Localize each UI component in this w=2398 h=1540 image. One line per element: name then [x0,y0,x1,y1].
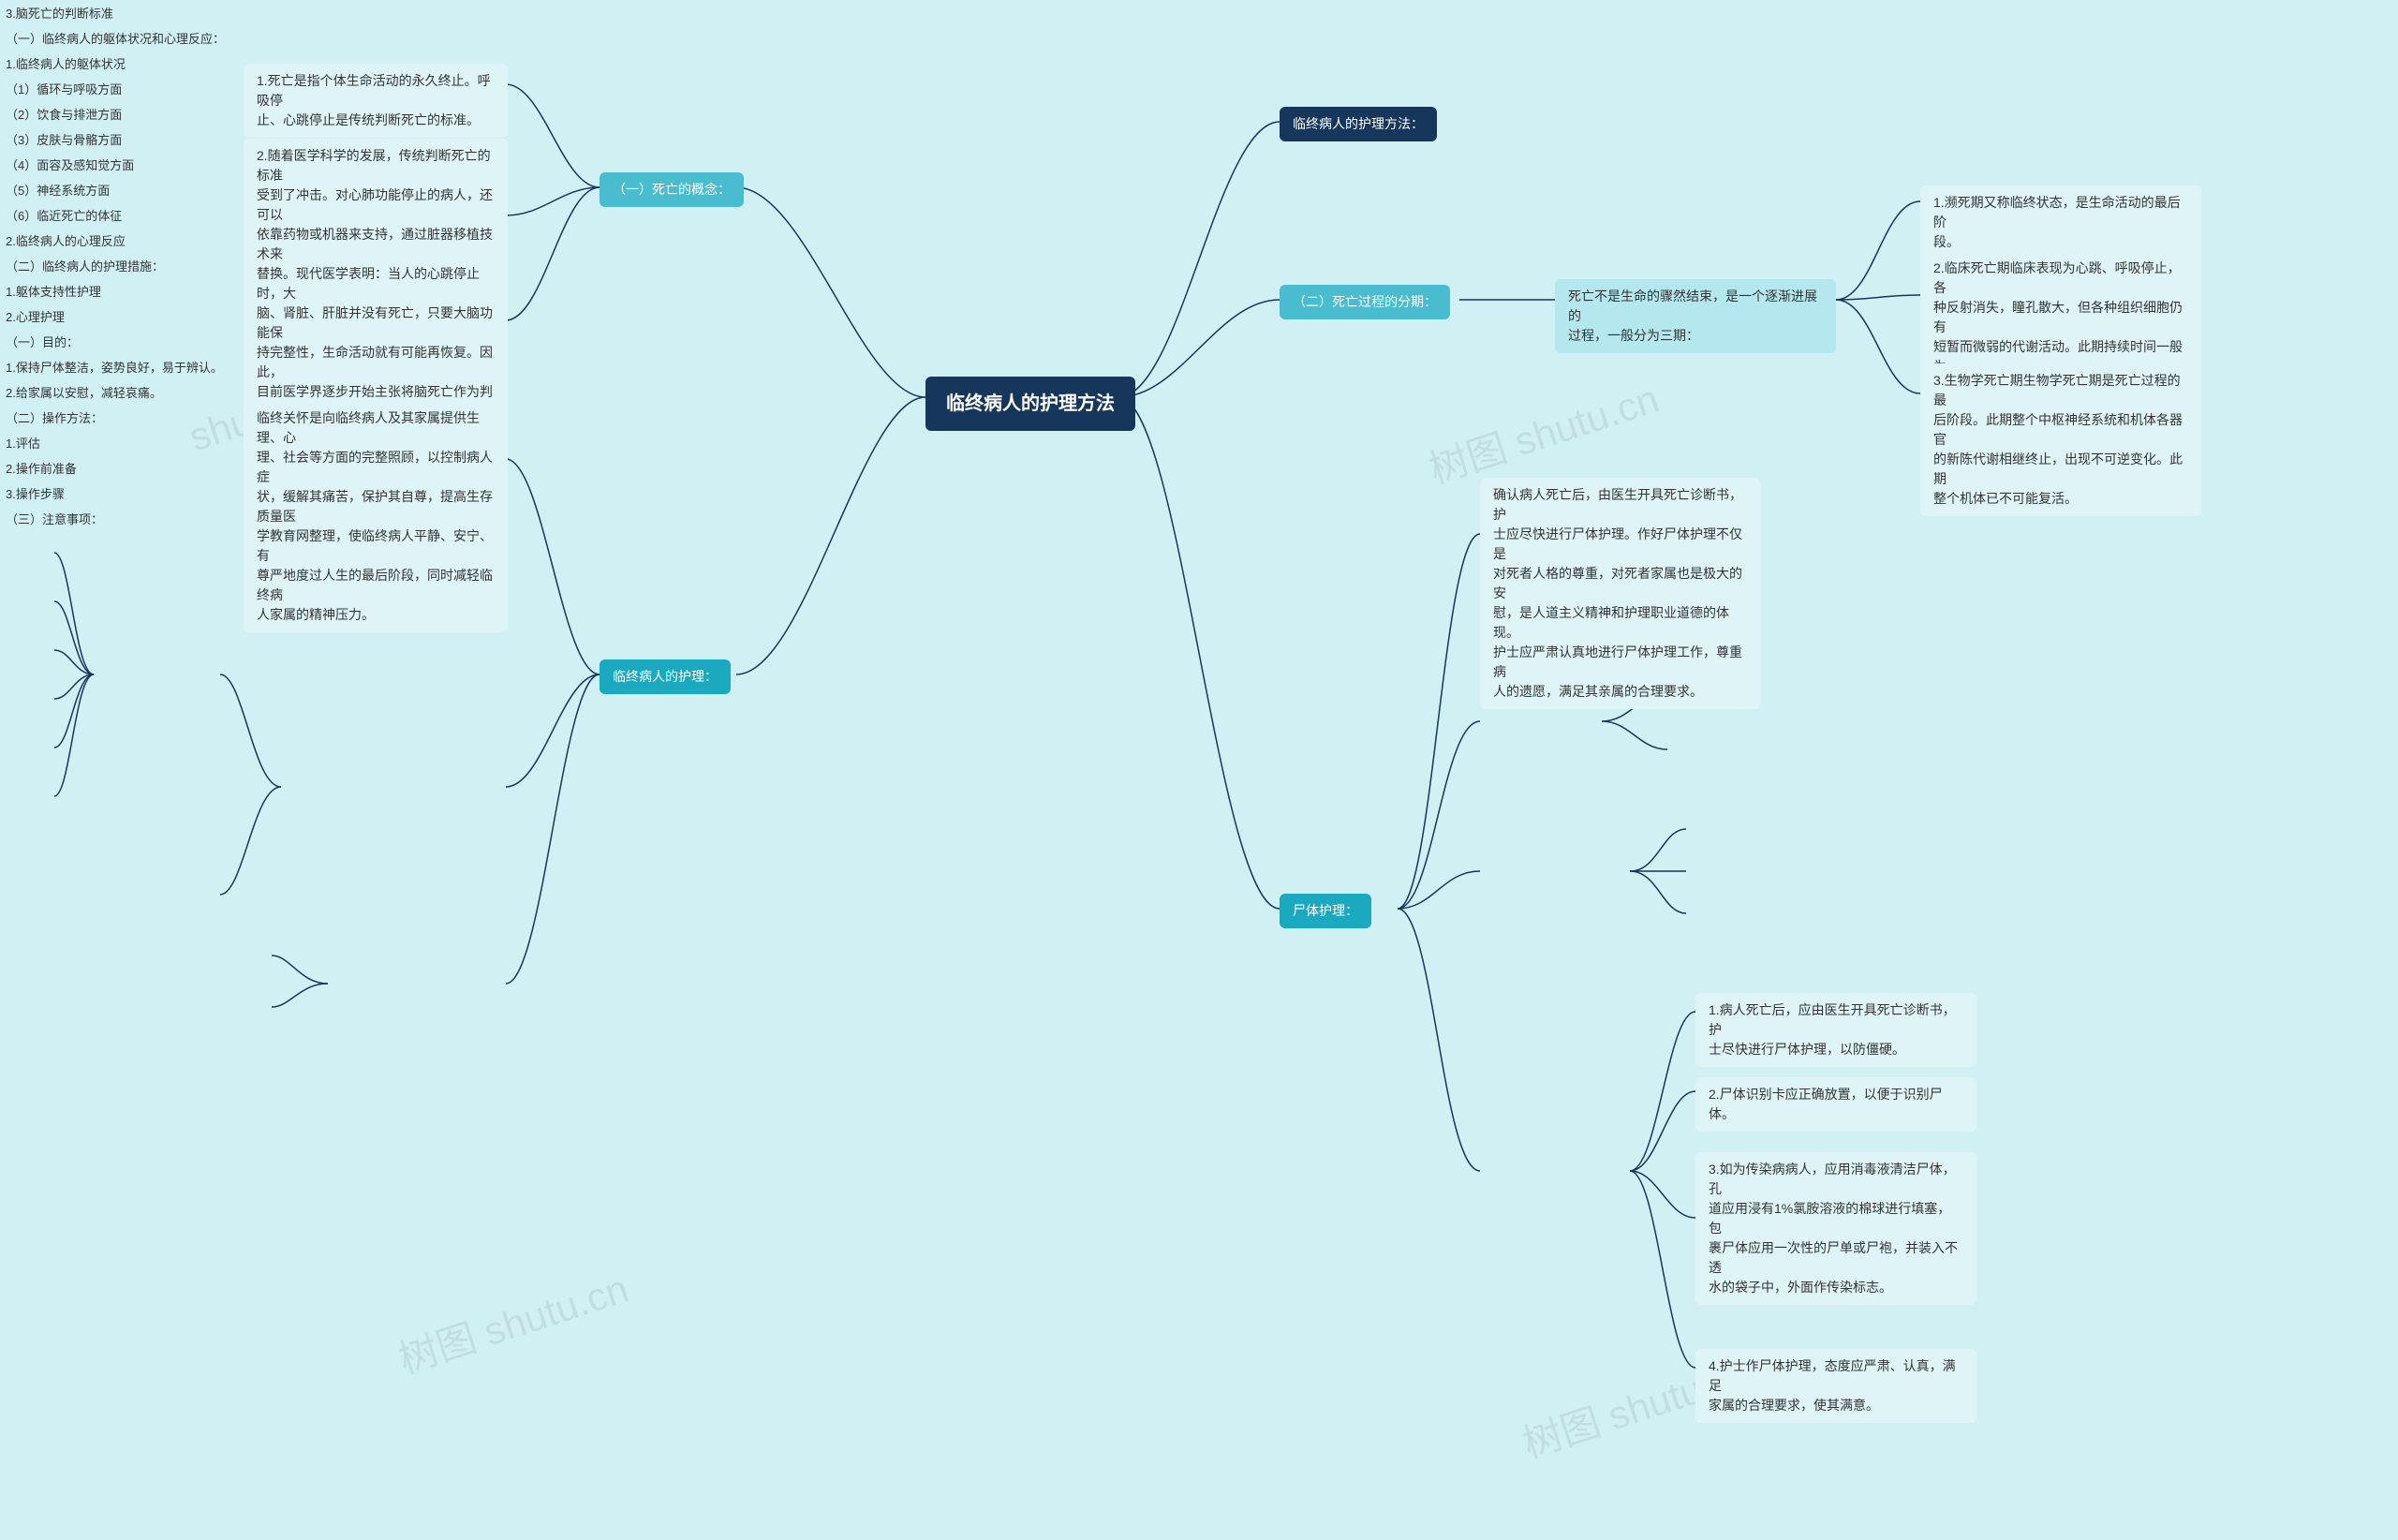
body-item-5: （5）神经系统方面 [0,177,135,202]
branch-section1[interactable]: （一）临终病人的躯体状况和心理反应： [0,25,2398,51]
body-item-3: （3）皮肤与骨骼方面 [0,126,141,152]
branch-methods[interactable]: 临终病人的护理方法： [1280,107,1437,141]
leaf-stages-desc: 死亡不是生命的骤然结束，是一个逐渐进展的 过程，一般分为三期： [1555,279,1836,353]
branch-death-concept[interactable]: （一）死亡的概念： [600,172,744,207]
leaf-corpse-intro: 确认病人死亡后，由医生开具死亡诊断书，护 士应尽快进行尸体护理。作好尸体护理不仅… [1480,478,1761,709]
body-item-2: （2）饮食与排泄方面 [0,101,141,126]
notes-item-1: 1.病人死亡后，应由医生开具死亡诊断书，护 士尽快进行尸体护理，以防僵硬。 [1695,993,1976,1067]
notes-item-4: 4.护士作尸体护理，态度应严肃、认真，满足 家属的合理要求，使其满意。 [1695,1349,1976,1423]
body-item-6: （6）临近死亡的体征 [0,202,141,228]
leaf-death-1: 1.死亡是指个体生命活动的永久终止。呼吸停 止、心跳停止是传统判断死亡的标准。 [244,64,508,138]
watermark: 树图 shutu.cn [391,1257,635,1385]
root-node[interactable]: 临终病人的护理方法 [925,377,1135,431]
branch-corpse[interactable]: 尸体护理： [1280,894,1371,928]
stage-item-3: 3.生物学死亡期生物学死亡期是死亡过程的最 后阶段。此期整个中枢神经系统和机体各… [1920,363,2201,516]
leaf-nursing-intro: 临终关怀是向临终病人及其家属提供生理、心 理、社会等方面的完整照顾，以控制病人症… [244,401,508,632]
stage-item-1: 1.濒死期又称临终状态，是生命活动的最后阶 段。 [1920,185,2201,259]
branch-stages[interactable]: （二）死亡过程的分期： [1280,285,1450,319]
branch-nursing[interactable]: 临终病人的护理： [600,659,731,694]
leaf-death-3: 3.脑死亡的判断标准 [0,0,2398,25]
notes-item-2: 2.尸体识别卡应正确放置，以便于识别尸体。 [1695,1077,1976,1132]
body-item-1: （1）循环与呼吸方面 [0,76,141,101]
body-item-4: （4）面容及感知觉方面 [0,152,152,177]
notes-item-3: 3.如为传染病病人，应用消毒液清洁尸体，孔 道应用浸有1%氯胺溶液的棉球进行填塞… [1695,1152,1976,1305]
